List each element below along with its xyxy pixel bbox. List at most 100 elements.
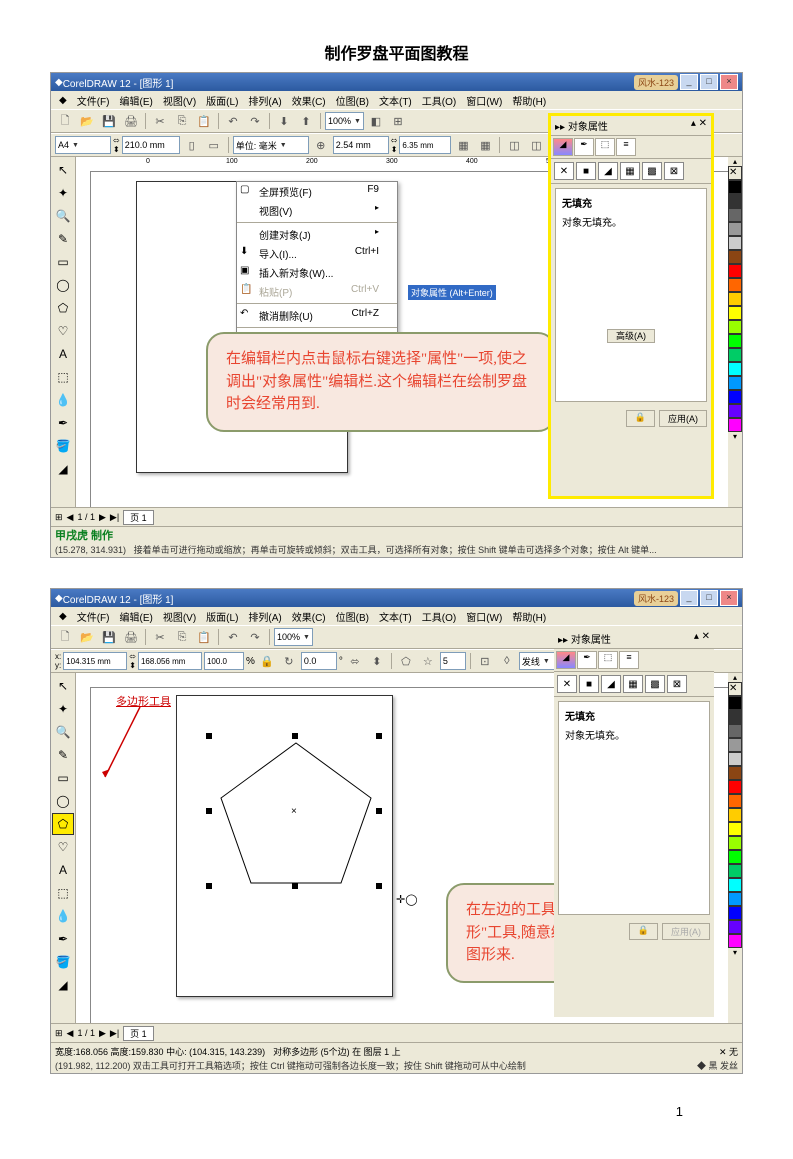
sel-handle[interactable] bbox=[206, 808, 212, 814]
shape-tool[interactable]: ✦ bbox=[52, 698, 74, 720]
color-swatch[interactable] bbox=[728, 320, 742, 334]
open-icon[interactable]: 📂 bbox=[77, 627, 97, 647]
ellipse-tool[interactable]: ◯ bbox=[52, 790, 74, 812]
landscape-icon[interactable]: ▭ bbox=[204, 135, 224, 155]
save-icon[interactable]: 💾 bbox=[99, 111, 119, 131]
copy-icon[interactable]: ⎘ bbox=[172, 111, 192, 131]
menu-bitmap[interactable]: 位图(B) bbox=[332, 92, 373, 109]
min-button[interactable]: _ bbox=[680, 590, 698, 606]
pick-tool[interactable]: ↖ bbox=[52, 675, 74, 697]
color-swatch[interactable] bbox=[728, 390, 742, 404]
undo-icon[interactable]: ↶ bbox=[223, 111, 243, 131]
color-swatch[interactable] bbox=[728, 208, 742, 222]
zoom-tool[interactable]: 🔍 bbox=[52, 721, 74, 743]
cut-icon[interactable]: ✂ bbox=[150, 627, 170, 647]
new-icon[interactable]: 🗋 bbox=[55, 627, 75, 647]
print-icon[interactable]: 🖨 bbox=[121, 627, 141, 647]
outline-tool[interactable]: ✒ bbox=[52, 928, 74, 950]
text-tool[interactable]: A bbox=[52, 343, 74, 365]
eyedrop-tool[interactable]: 💧 bbox=[52, 389, 74, 411]
fill-tool[interactable]: 🪣 bbox=[52, 435, 74, 457]
max-button[interactable]: □ bbox=[700, 590, 718, 606]
zoom-tool[interactable]: 🔍 bbox=[52, 205, 74, 227]
sel-handle[interactable] bbox=[376, 808, 382, 814]
sel-handle[interactable] bbox=[292, 883, 298, 889]
menu-layout[interactable]: 版面(L) bbox=[202, 92, 242, 109]
save-icon[interactable]: 💾 bbox=[99, 627, 119, 647]
paste-icon[interactable]: 📋 bbox=[194, 627, 214, 647]
color-swatch[interactable] bbox=[728, 376, 742, 390]
min-button[interactable]: _ bbox=[680, 74, 698, 90]
panel-tab[interactable]: ◢ bbox=[553, 138, 573, 156]
cm-view[interactable]: 视图(V)▸ bbox=[237, 201, 397, 220]
freehand-tool[interactable]: ✎ bbox=[52, 744, 74, 766]
color-swatch[interactable] bbox=[728, 362, 742, 376]
shape-tool[interactable]: ✦ bbox=[52, 182, 74, 204]
color-swatch[interactable] bbox=[728, 264, 742, 278]
color-swatch[interactable] bbox=[728, 418, 742, 432]
menu-edit[interactable]: 编辑(E) bbox=[115, 92, 156, 109]
print-icon[interactable]: 🖨 bbox=[121, 111, 141, 131]
outline-tool[interactable]: ✒ bbox=[52, 412, 74, 434]
color-swatch[interactable] bbox=[728, 250, 742, 264]
fill-grad-icon[interactable]: ◢ bbox=[598, 162, 618, 180]
lock-button[interactable]: 🔒 bbox=[626, 410, 655, 427]
shapes-tool[interactable]: ♡ bbox=[52, 836, 74, 858]
polygon-tool[interactable]: ⬠ bbox=[52, 813, 74, 835]
tb-icon[interactable]: ◧ bbox=[366, 111, 386, 131]
menu-window[interactable]: 窗口(W) bbox=[462, 608, 506, 625]
tb-icon[interactable]: ⊞ bbox=[388, 111, 408, 131]
ifill-tool[interactable]: ◢ bbox=[52, 458, 74, 480]
cm-create[interactable]: 创建对象(J)▸ bbox=[237, 225, 397, 244]
redo-icon[interactable]: ↷ bbox=[245, 627, 265, 647]
menu-text[interactable]: 文本(T) bbox=[375, 92, 416, 109]
menu-window[interactable]: 窗口(W) bbox=[462, 92, 506, 109]
menu-arrange[interactable]: 排列(A) bbox=[244, 92, 285, 109]
color-swatch[interactable] bbox=[728, 236, 742, 250]
x-field[interactable]: 104.315 mm bbox=[63, 652, 127, 670]
apply-button[interactable]: 应用(A) bbox=[662, 923, 710, 940]
advanced-button[interactable]: 高级(A) bbox=[607, 329, 655, 343]
panel-close-icon[interactable]: ▴ ✕ bbox=[691, 118, 707, 133]
menu-effects[interactable]: 效果(C) bbox=[288, 92, 330, 109]
ellipse-tool[interactable]: ◯ bbox=[52, 274, 74, 296]
menu-layout[interactable]: 版面(L) bbox=[202, 608, 242, 625]
color-swatch[interactable] bbox=[728, 222, 742, 236]
sel-handle[interactable] bbox=[206, 733, 212, 739]
blend-tool[interactable]: ⬚ bbox=[52, 366, 74, 388]
dup-x[interactable]: 6.35 mm bbox=[399, 136, 451, 154]
color-swatch[interactable] bbox=[728, 292, 742, 306]
fill-none-icon[interactable]: ✕ bbox=[554, 162, 574, 180]
menu-file[interactable]: 文件(F) bbox=[73, 92, 114, 109]
color-swatch[interactable] bbox=[728, 404, 742, 418]
cm-insert[interactable]: ▣插入新对象(W)... bbox=[237, 263, 397, 282]
close-button[interactable]: × bbox=[720, 74, 738, 90]
lock-icon[interactable]: 🔒 bbox=[257, 651, 277, 671]
freehand-tool[interactable]: ✎ bbox=[52, 228, 74, 250]
width-field[interactable]: 210.0 mm bbox=[122, 136, 180, 154]
rect-tool[interactable]: ▭ bbox=[52, 251, 74, 273]
tb-icon[interactable]: ▦ bbox=[453, 135, 473, 155]
cm-undo[interactable]: ↶撤消删除(U)Ctrl+Z bbox=[237, 306, 397, 325]
paste-icon[interactable]: 📋 bbox=[194, 111, 214, 131]
eyedrop-tool[interactable]: 💧 bbox=[52, 905, 74, 927]
lock-button[interactable]: 🔒 bbox=[629, 923, 658, 940]
menu-help[interactable]: 帮助(H) bbox=[508, 608, 550, 625]
import-icon[interactable]: ⬇ bbox=[274, 111, 294, 131]
menu-effects[interactable]: 效果(C) bbox=[288, 608, 330, 625]
fill-tool[interactable]: 🪣 bbox=[52, 951, 74, 973]
color-swatch[interactable] bbox=[728, 194, 742, 208]
color-swatch[interactable] bbox=[728, 180, 742, 194]
tb-icon[interactable]: ◫ bbox=[526, 135, 546, 155]
panel-tab[interactable]: ✒ bbox=[574, 138, 594, 156]
open-icon[interactable]: 📂 bbox=[77, 111, 97, 131]
menu-help[interactable]: 帮助(H) bbox=[508, 92, 550, 109]
sel-handle[interactable] bbox=[206, 883, 212, 889]
redo-icon[interactable]: ↷ bbox=[245, 111, 265, 131]
color-swatch[interactable] bbox=[728, 278, 742, 292]
shapes-tool[interactable]: ♡ bbox=[52, 320, 74, 342]
portrait-icon[interactable]: ▯ bbox=[182, 135, 202, 155]
color-swatch[interactable] bbox=[728, 348, 742, 362]
sx-field[interactable]: 100.0 bbox=[204, 652, 244, 670]
color-swatch[interactable] bbox=[728, 334, 742, 348]
